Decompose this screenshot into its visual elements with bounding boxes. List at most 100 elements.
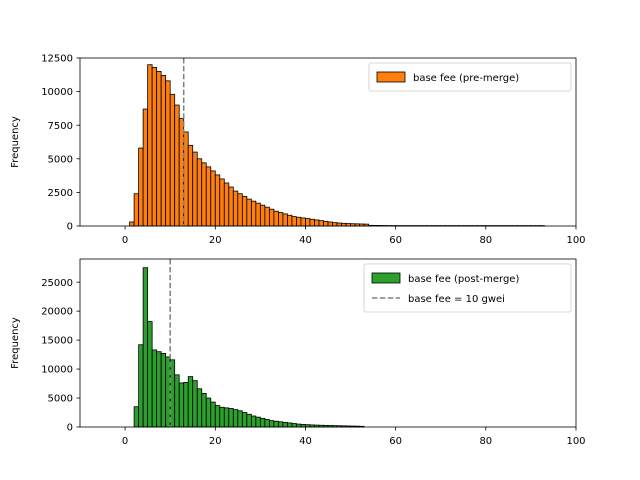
histogram-bar xyxy=(268,420,275,428)
y-tick-label: 10000 xyxy=(41,87,73,98)
histogram-bar xyxy=(259,417,266,428)
histogram-bar xyxy=(273,210,279,227)
histogram-bar xyxy=(246,198,252,227)
histogram-bar xyxy=(228,186,234,227)
histogram-bar xyxy=(192,151,198,227)
x-tick-label: 80 xyxy=(479,436,492,447)
histogram-bar xyxy=(287,214,293,227)
histogram-bar xyxy=(196,158,203,227)
histogram-bar xyxy=(138,147,144,227)
x-tick-label: 20 xyxy=(209,235,222,246)
x-tick-label: 100 xyxy=(566,436,585,447)
histogram-bar xyxy=(332,222,338,227)
histogram-bar xyxy=(165,356,171,428)
histogram-bar xyxy=(223,407,230,428)
legend-label: base fee (post-merge) xyxy=(408,274,519,285)
legend-swatch xyxy=(376,71,406,83)
y-tick-label: 0 xyxy=(67,222,73,233)
histogram-bar xyxy=(223,182,230,227)
histogram-bar xyxy=(160,75,167,227)
y-tick-label: 10000 xyxy=(41,365,73,376)
histogram-bar xyxy=(165,80,171,227)
legend: base fee (pre-merge) xyxy=(368,62,572,92)
histogram-bar xyxy=(336,222,342,227)
x-tick-label: 0 xyxy=(122,436,128,447)
y-tick-label: 2500 xyxy=(48,188,73,199)
histogram-bar xyxy=(291,216,297,227)
x-tick-label: 100 xyxy=(566,235,585,246)
bottom-histogram-panel: 0 20 40 60 80 100 0 5000 10000 15000 20000 25000 Fre… xyxy=(10,258,586,447)
x-tick-label: 20 xyxy=(209,436,222,447)
axes-frame xyxy=(79,57,577,227)
x-tick-label: 0 xyxy=(122,235,128,246)
legend-swatch xyxy=(371,272,401,284)
histogram-bar xyxy=(169,93,176,227)
histogram-bars xyxy=(133,267,365,428)
legend-box xyxy=(368,62,572,92)
histogram-bar xyxy=(201,162,207,227)
histogram-bar xyxy=(237,410,243,428)
histogram-bar xyxy=(142,267,149,428)
y-tick-label: 0 xyxy=(67,423,73,434)
y-axis-label: Frequency xyxy=(10,317,21,369)
histogram-bar xyxy=(296,423,302,428)
y-tick-label: 20000 xyxy=(41,307,73,318)
histogram-bar xyxy=(277,421,284,428)
histogram-bar xyxy=(138,344,144,428)
histogram-bar xyxy=(232,409,239,428)
histogram-bar xyxy=(228,408,234,428)
histogram-bar xyxy=(205,397,212,428)
histogram-bar xyxy=(291,423,297,428)
y-tick-label: 7500 xyxy=(48,121,73,132)
histogram-bar xyxy=(264,419,270,428)
legend-label: base fee = 10 gwei xyxy=(408,294,505,305)
histogram-bar xyxy=(309,218,315,227)
histogram-bar xyxy=(174,104,180,227)
histogram-bar xyxy=(147,64,153,227)
x-tick-label: 40 xyxy=(299,436,312,447)
histogram-bar xyxy=(147,321,153,428)
histogram-bar xyxy=(241,412,248,428)
x-tick-label: 60 xyxy=(389,436,402,447)
histogram-bar xyxy=(282,421,288,428)
histogram-bar xyxy=(237,193,243,227)
histogram-bar xyxy=(323,220,329,227)
histogram-bar xyxy=(219,406,225,428)
histogram-bar xyxy=(219,178,225,227)
histogram-bar xyxy=(201,392,207,428)
histogram-bar xyxy=(300,217,306,227)
histogram-bar xyxy=(268,208,275,227)
histogram-bar xyxy=(305,218,311,227)
histogram-bar xyxy=(205,166,212,227)
histogram-bar xyxy=(232,190,239,227)
histogram-bar xyxy=(178,382,185,428)
histogram-bar xyxy=(264,206,270,227)
y-tick-label: 25000 xyxy=(41,278,73,289)
histogram-bar xyxy=(156,71,162,227)
histogram-bar xyxy=(151,67,158,227)
histogram-bar xyxy=(156,351,162,428)
histogram-bar xyxy=(142,108,149,227)
y-axis-label: Frequency xyxy=(10,116,21,168)
y-tick-label: 15000 xyxy=(41,336,73,347)
histogram-bar xyxy=(187,144,194,227)
x-tick-label: 40 xyxy=(299,235,312,246)
histogram-bar xyxy=(196,388,203,428)
histogram-bar xyxy=(250,415,257,428)
histogram-bar xyxy=(296,216,302,227)
histogram-bar xyxy=(327,221,333,227)
histogram-bar xyxy=(187,376,194,428)
histogram-bar xyxy=(183,381,189,428)
histogram-bar xyxy=(287,422,293,428)
histogram-bar xyxy=(133,193,140,227)
histogram-bar xyxy=(192,380,198,428)
histogram-bar xyxy=(255,202,261,227)
histogram-bar xyxy=(277,212,284,227)
x-tick-label: 80 xyxy=(479,235,492,246)
histogram-bar xyxy=(241,196,248,227)
histogram-bar xyxy=(318,220,324,227)
histogram-bar xyxy=(282,213,288,227)
histogram-bar xyxy=(151,349,158,428)
histogram-bar xyxy=(250,200,257,227)
histogram-bar xyxy=(174,374,180,428)
